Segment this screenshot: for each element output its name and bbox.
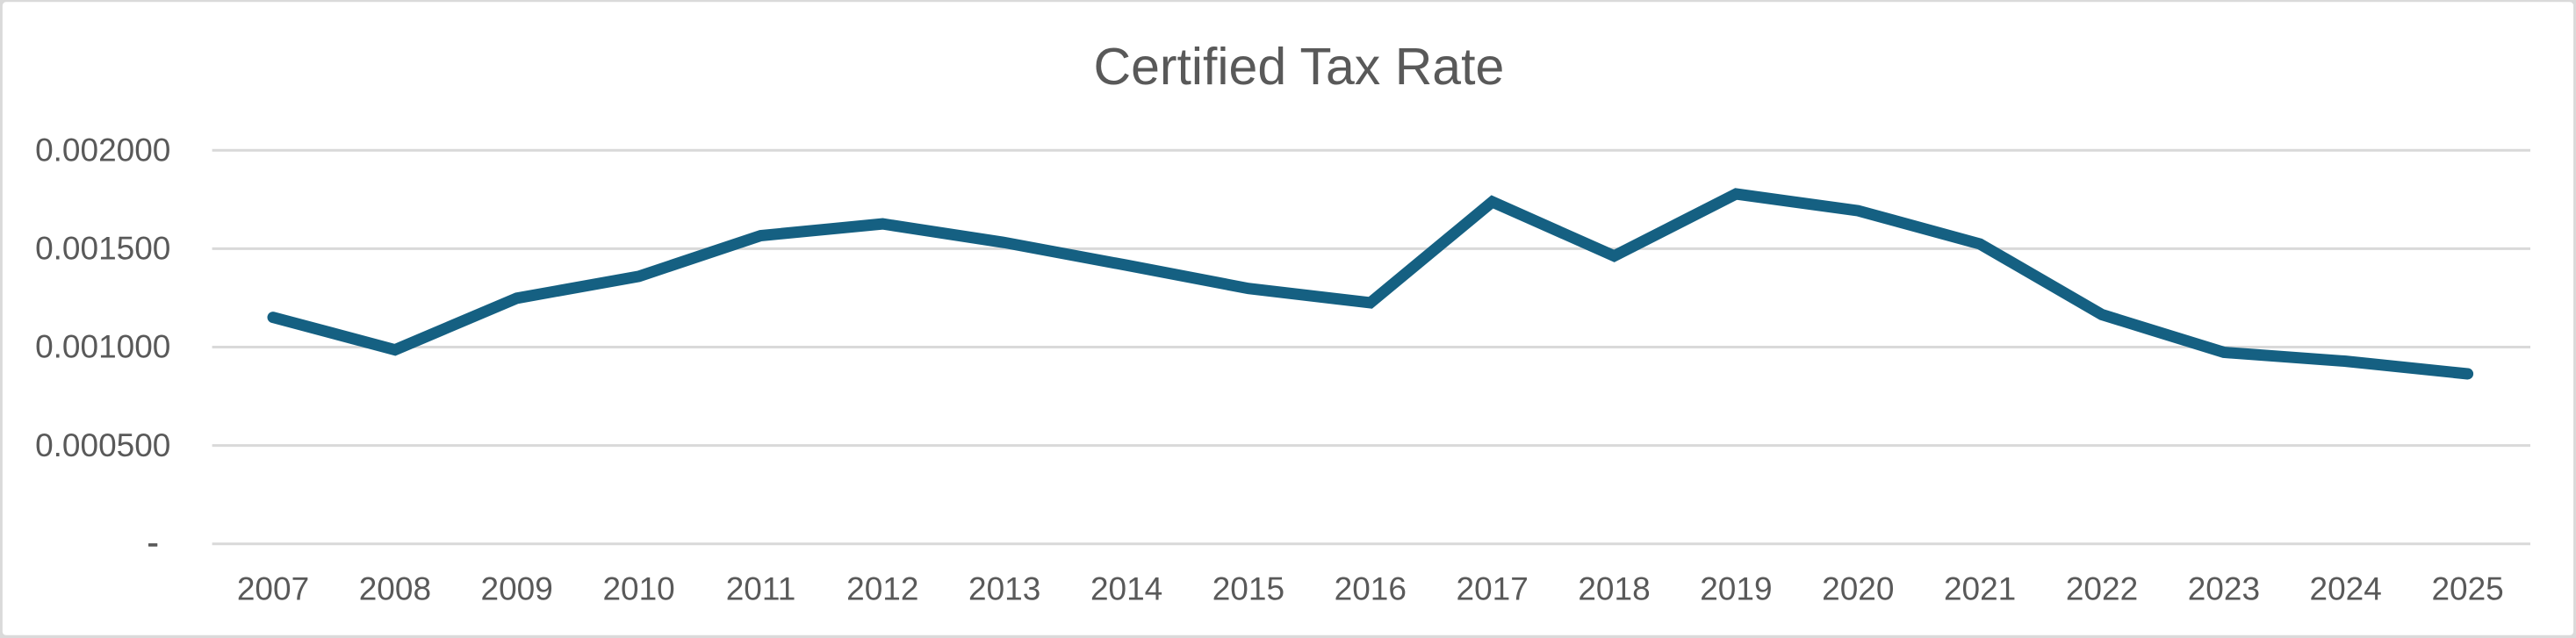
svg-text:0.001500: 0.001500	[35, 231, 170, 267]
svg-text:0.001000: 0.001000	[35, 329, 170, 365]
svg-text:2009: 2009	[481, 571, 553, 607]
svg-text:2007: 2007	[237, 571, 309, 607]
svg-text:2015: 2015	[1212, 571, 1284, 607]
svg-text:2018: 2018	[1578, 571, 1650, 607]
svg-text:2024: 2024	[2310, 571, 2382, 607]
svg-text:2014: 2014	[1090, 571, 1162, 607]
svg-text:Certified Tax Rate: Certified Tax Rate	[1093, 38, 1504, 96]
svg-text:2016: 2016	[1335, 571, 1407, 607]
svg-text:0.000500: 0.000500	[35, 427, 170, 463]
svg-text:2023: 2023	[2188, 571, 2260, 607]
svg-text:2008: 2008	[359, 571, 431, 607]
svg-text:2010: 2010	[602, 571, 674, 607]
svg-text:2017: 2017	[1457, 571, 1529, 607]
svg-text:2022: 2022	[2066, 571, 2138, 607]
svg-text:2011: 2011	[726, 571, 796, 607]
svg-text:2012: 2012	[846, 571, 918, 607]
svg-text:2021: 2021	[1944, 571, 2016, 607]
svg-text:2025: 2025	[2431, 571, 2503, 607]
svg-text:0.002000: 0.002000	[35, 133, 170, 168]
svg-text:2019: 2019	[1700, 571, 1772, 607]
svg-text:2013: 2013	[968, 571, 1040, 607]
svg-text:2020: 2020	[1822, 571, 1894, 607]
